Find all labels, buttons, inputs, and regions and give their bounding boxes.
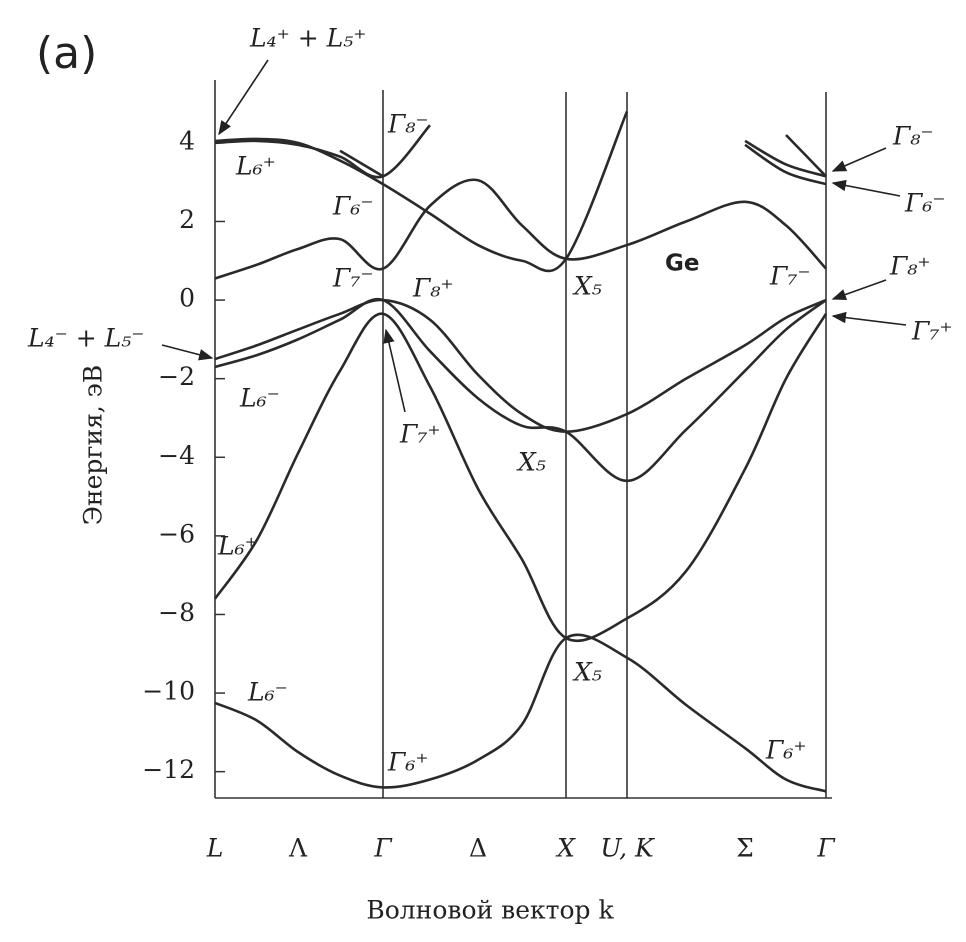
- y-tick-label: −2: [158, 362, 195, 391]
- annotation: Γ₇⁺: [399, 420, 441, 449]
- y-tick-label: 2: [179, 205, 195, 234]
- annotation: Γ₆⁺: [765, 736, 807, 765]
- band-line: [213, 312, 828, 643]
- band-line: [214, 633, 827, 793]
- band-line: [744, 143, 827, 186]
- y-tick-label: 4: [179, 126, 195, 155]
- annotation: Γ₇⁺: [911, 317, 953, 346]
- x-tick-label: Δ: [469, 834, 487, 863]
- annotation: X₅: [572, 272, 602, 301]
- x-axis-label: Волновой вектор k: [366, 896, 614, 925]
- annotation-arrow: [831, 279, 887, 301]
- annotation: Γ₇⁻: [332, 264, 374, 293]
- band-line: [214, 297, 827, 483]
- y-tick-label: −12: [142, 755, 195, 784]
- annotation-arrow: [831, 179, 901, 197]
- frame: [214, 80, 832, 799]
- annotation: Γ₇⁻: [769, 262, 811, 291]
- x-tick-label: Σ: [736, 834, 754, 863]
- annotation: X₅: [516, 448, 546, 477]
- annotation-arrow: [831, 311, 907, 326]
- band-line: [214, 110, 629, 273]
- annotation: Γ₈⁻: [892, 122, 934, 151]
- annotation: L₆⁺: [235, 152, 276, 181]
- x-tick-label: Γ: [816, 834, 836, 863]
- annotation: L₄⁺ + L₅⁺: [249, 24, 366, 53]
- annotation: Γ₆⁺: [387, 748, 429, 777]
- band-line: [214, 178, 827, 280]
- annotation: Γ₈⁻: [387, 110, 429, 139]
- annotation: L₄⁻ + L₅⁻: [27, 324, 144, 353]
- annotation-arrow: [831, 147, 887, 172]
- annotation: Γ₆⁻: [332, 192, 374, 221]
- x-tick-label: L: [206, 834, 224, 863]
- annotation: Γ₈⁺: [412, 274, 454, 303]
- annotation: Γ₆⁻: [904, 189, 946, 218]
- y-axis-label: Энергия, эВ: [79, 365, 108, 525]
- annotation: L₆⁺: [217, 532, 258, 561]
- x-tick-label: Γ: [373, 834, 393, 863]
- panel-label: (a): [36, 28, 97, 79]
- annotation: Ge: [665, 251, 699, 277]
- x-tick-label: U, K: [600, 834, 655, 863]
- annotation-arrow: [218, 59, 269, 136]
- y-tick-label: −6: [158, 519, 195, 548]
- y-tick-label: 0: [179, 284, 195, 313]
- annotation-arrow: [161, 344, 214, 361]
- annotation-arrow: [383, 328, 406, 413]
- band-line: [214, 124, 431, 179]
- y-tick-label: −10: [142, 677, 195, 706]
- annotation: Γ₈⁺: [889, 252, 931, 281]
- y-tick-label: −4: [158, 441, 195, 470]
- band-line: [744, 139, 827, 178]
- y-tick-label: −8: [158, 598, 195, 627]
- annotation: X₅: [572, 658, 602, 687]
- band-line: [785, 134, 827, 178]
- annotation: L₆⁻: [247, 678, 288, 707]
- x-tick-label: Λ: [288, 834, 308, 863]
- band-line: [339, 149, 384, 178]
- band-line: [214, 298, 827, 434]
- annotation: L₆⁻: [239, 384, 280, 413]
- x-tick-label: X: [555, 834, 576, 863]
